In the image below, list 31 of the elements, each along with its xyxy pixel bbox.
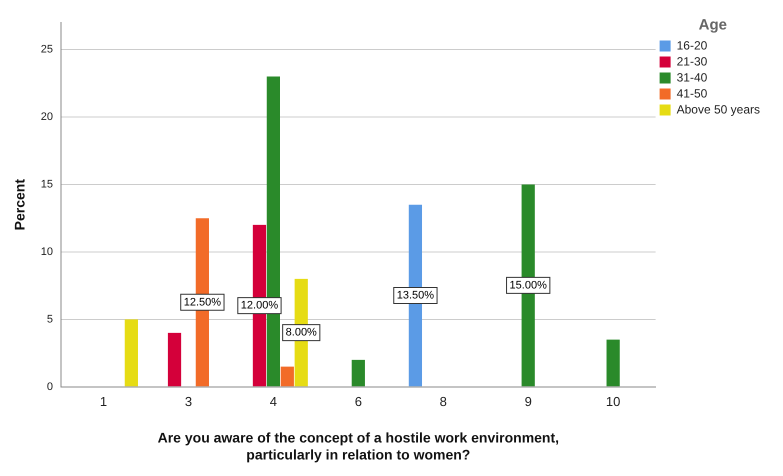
y-tick-label: 15 [40, 178, 54, 190]
data-label: 12.00% [240, 300, 278, 312]
y-tick-label: 20 [40, 111, 54, 124]
legend-label: 21-30 [676, 54, 708, 68]
y-tick-label: 25 [40, 44, 54, 56]
legend-title: Age [698, 16, 727, 34]
x-axis-title: Are you aware of the concept of a hostile work environment, particularly in relation to women? [158, 430, 560, 462]
x-tick-label: 9 [524, 394, 532, 410]
legend-label: 31-40 [676, 70, 708, 84]
y-tick-label: 10 [40, 246, 54, 258]
y-tick-label: 0 [46, 380, 54, 393]
bar [606, 340, 620, 386]
x-tick-label: 6 [354, 394, 362, 410]
data-label: 8.00% [286, 326, 318, 339]
bar [124, 319, 138, 386]
x-tick-label: 10 [606, 394, 620, 410]
bar [168, 332, 182, 386]
bar [280, 366, 294, 386]
legend-label: 41-50 [676, 86, 708, 100]
x-tick-label: 3 [184, 394, 192, 410]
data-label: 12.50% [184, 296, 222, 308]
data-label: 13.50% [396, 290, 434, 302]
legend-label: 16-20 [676, 38, 708, 52]
x-tick-label: 4 [270, 394, 278, 410]
data-label: 15.00% [510, 279, 548, 292]
x-tick-label: 1 [100, 394, 108, 410]
x-tick-label: 8 [440, 394, 447, 410]
legend-label: Above 50 years [676, 102, 760, 116]
y-axis-title: Percent [11, 178, 28, 230]
bar [352, 360, 365, 386]
y-tick-label: 5 [46, 313, 54, 326]
